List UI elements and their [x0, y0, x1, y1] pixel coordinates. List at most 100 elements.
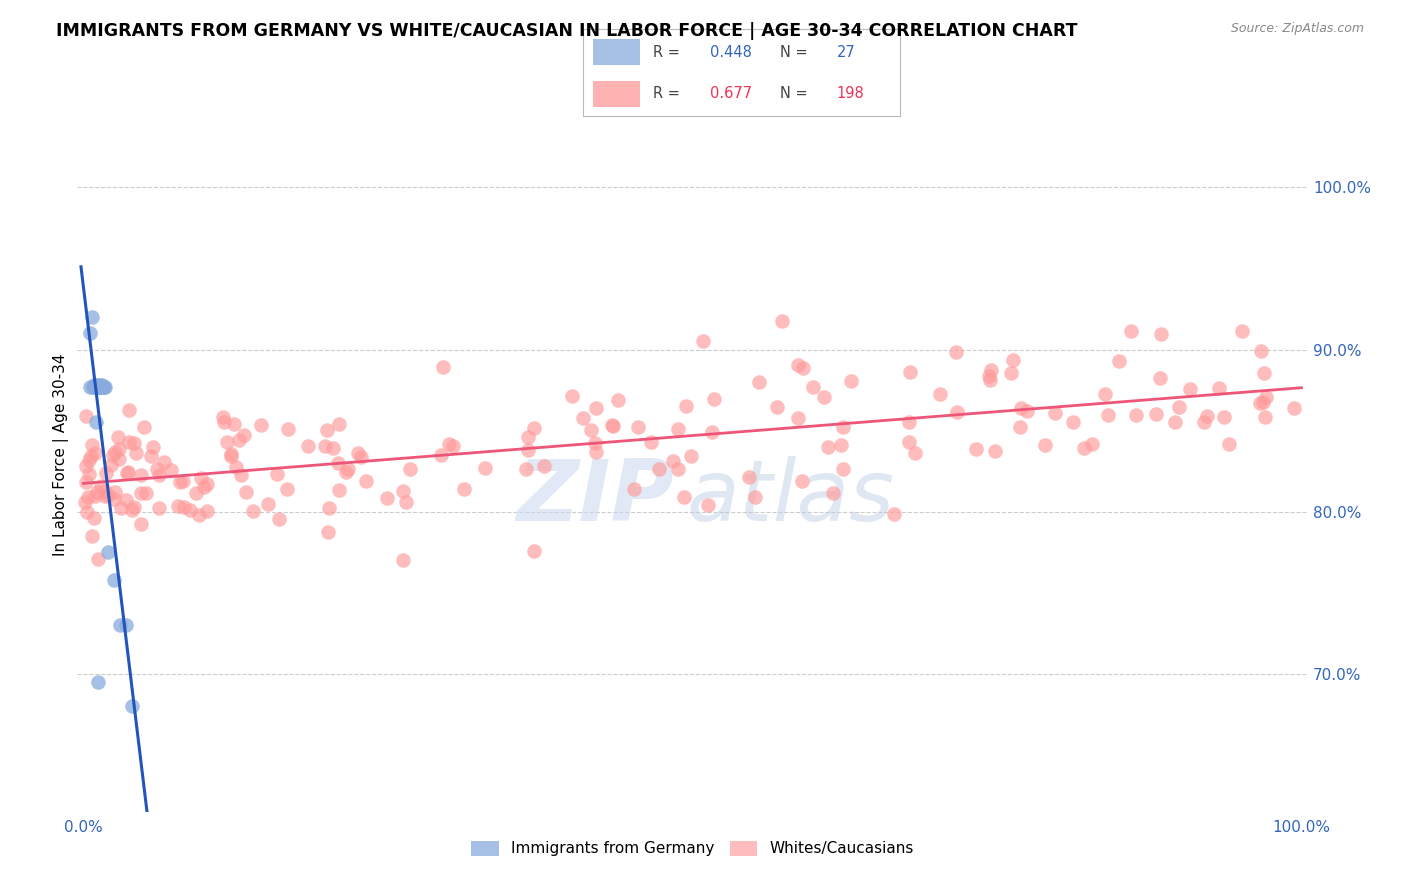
Point	[314, 439, 336, 453]
Point	[585, 445, 607, 459]
Text: 198: 198	[837, 86, 865, 101]
Point	[173, 500, 195, 515]
Point	[946, 405, 969, 419]
Point	[765, 400, 787, 414]
Point	[221, 447, 243, 461]
Point	[817, 440, 839, 454]
Point	[832, 420, 855, 434]
Point	[87, 378, 110, 392]
Point	[212, 415, 235, 429]
Point	[1017, 404, 1039, 418]
Point	[441, 440, 464, 454]
Point	[79, 380, 101, 394]
Point	[76, 505, 98, 519]
Point	[93, 489, 115, 503]
Point	[93, 380, 115, 394]
Point	[87, 380, 110, 394]
Point	[83, 445, 105, 459]
Point	[224, 417, 246, 432]
Point	[75, 409, 97, 424]
Point	[277, 422, 299, 436]
Point	[898, 415, 921, 429]
Point	[945, 345, 967, 359]
Point	[89, 380, 111, 394]
Point	[108, 442, 131, 457]
Point	[129, 467, 152, 482]
Point	[703, 392, 725, 406]
Point	[350, 450, 373, 465]
Point	[1010, 419, 1032, 434]
Point	[1119, 325, 1142, 339]
Point	[928, 386, 950, 401]
Point	[83, 378, 105, 392]
Point	[75, 495, 97, 509]
Point	[118, 403, 141, 417]
Point	[276, 482, 298, 496]
Point	[904, 446, 927, 460]
Point	[79, 326, 101, 341]
Point	[516, 430, 538, 444]
Point	[195, 476, 218, 491]
Point	[980, 363, 1002, 377]
Point	[801, 379, 824, 393]
Point	[1094, 387, 1116, 401]
Point	[979, 373, 1001, 387]
Point	[792, 361, 814, 376]
Point	[121, 503, 143, 517]
Text: R =: R =	[652, 45, 685, 60]
Point	[354, 475, 377, 489]
Point	[267, 512, 290, 526]
Text: ZIP: ZIP	[516, 456, 673, 540]
Point	[110, 501, 132, 516]
Point	[77, 467, 100, 481]
Text: N =: N =	[779, 45, 811, 60]
Point	[148, 468, 170, 483]
Point	[392, 484, 415, 499]
Point	[97, 545, 120, 559]
Point	[648, 462, 671, 476]
Point	[125, 446, 148, 460]
Point	[169, 475, 191, 489]
Point	[84, 416, 107, 430]
Text: R =: R =	[652, 86, 685, 101]
Point	[430, 448, 453, 462]
Point	[738, 470, 761, 484]
Point	[107, 430, 129, 444]
Point	[87, 675, 110, 690]
Point	[86, 380, 108, 394]
Point	[830, 438, 852, 452]
Point	[1043, 406, 1066, 420]
Point	[1150, 326, 1173, 341]
Point	[316, 525, 339, 540]
Point	[666, 461, 689, 475]
Point	[1062, 416, 1084, 430]
Point	[1168, 400, 1191, 414]
Point	[515, 462, 537, 476]
Point	[121, 699, 143, 714]
Point	[228, 434, 250, 448]
Point	[75, 475, 97, 490]
Point	[581, 423, 603, 437]
Point	[666, 421, 689, 435]
Point	[1254, 390, 1277, 404]
Point	[86, 484, 108, 499]
Point	[523, 544, 546, 558]
Point	[118, 434, 141, 449]
Point	[89, 380, 111, 394]
Point	[75, 458, 97, 473]
Point	[681, 449, 703, 463]
Point	[235, 484, 257, 499]
Point	[82, 380, 104, 394]
Point	[744, 491, 766, 505]
Point	[82, 529, 104, 543]
Point	[122, 436, 145, 450]
Point	[770, 313, 793, 327]
Point	[179, 503, 201, 517]
Point	[517, 442, 540, 457]
Point	[108, 618, 131, 632]
Point	[146, 462, 169, 476]
Point	[391, 553, 413, 567]
Point	[94, 380, 117, 394]
Point	[675, 399, 697, 413]
Point	[91, 380, 114, 394]
